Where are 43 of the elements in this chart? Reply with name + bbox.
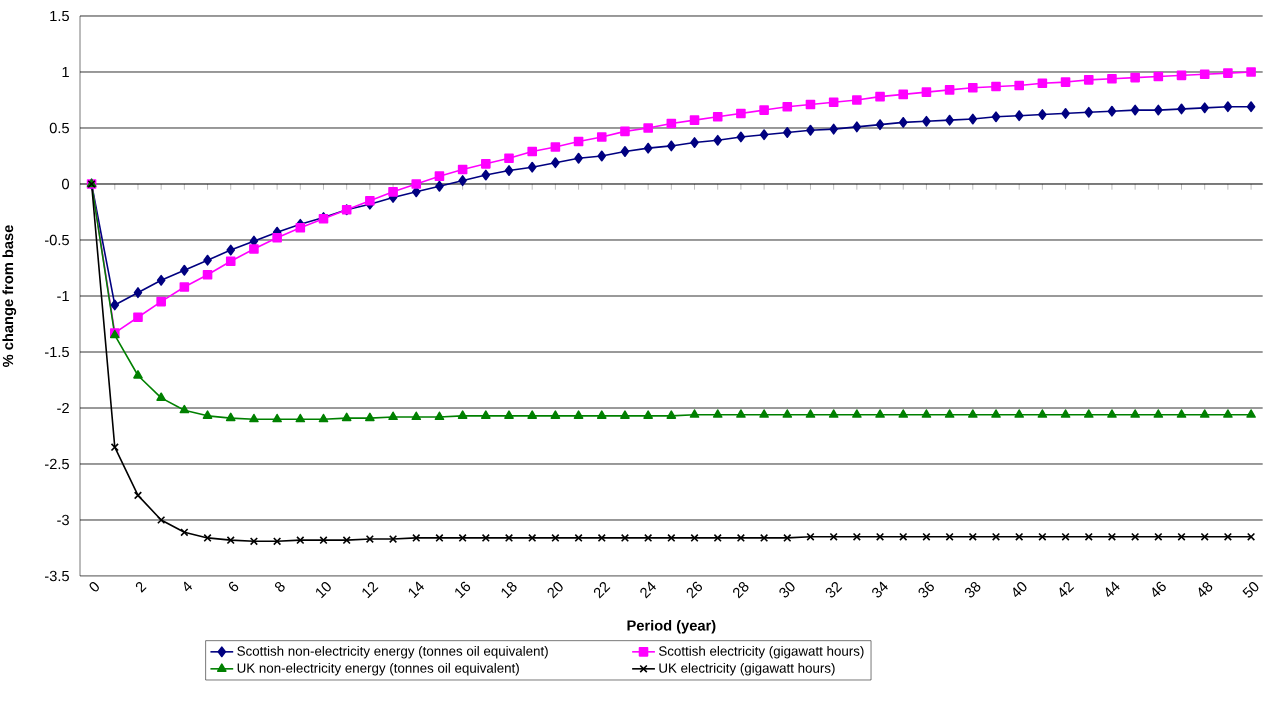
y-tick-label: -2 xyxy=(57,402,69,414)
x-tick-label: 20 xyxy=(547,582,563,599)
y-tick-label: -1.5 xyxy=(44,346,69,358)
x-tick-label: 14 xyxy=(408,581,424,599)
x-tick-label: 42 xyxy=(1059,581,1075,598)
y-tick-label: 1 xyxy=(62,66,69,78)
x-tick-label: 50 xyxy=(1242,582,1259,598)
x-tick-label: 38 xyxy=(964,581,981,598)
x-tick-label: 0 xyxy=(89,582,99,592)
x-tick-label: 10 xyxy=(316,582,331,599)
x-tick-label: 4 xyxy=(183,581,193,592)
x-tick-label: 18 xyxy=(501,581,517,599)
x-tick-label: 2 xyxy=(135,581,147,593)
y-tick-label: -3 xyxy=(57,514,69,526)
y-tick-label: 1.5 xyxy=(50,10,69,22)
x-tick-label: 12 xyxy=(362,581,379,599)
legend-label: UK non-electricity energy (tonnes oil equivalent) xyxy=(237,663,519,676)
y-tick-label: -0.5 xyxy=(44,234,69,246)
x-tick-label: 32 xyxy=(825,581,843,598)
x-tick-label: 16 xyxy=(455,581,471,599)
x-tick-label: 40 xyxy=(1013,582,1027,598)
x-tick-label: 46 xyxy=(1152,581,1166,598)
x-tick-label: 30 xyxy=(779,582,795,598)
legend-label: Scottish electricity (gigawatt hours) xyxy=(658,646,864,659)
y-axis-title: % change from base xyxy=(2,225,17,367)
x-tick-label: 6 xyxy=(228,581,239,592)
x-tick-label: 34 xyxy=(872,581,888,598)
legend-label: Scottish non-electricity energy (tonnes oil equivalent) xyxy=(237,646,548,659)
y-tick-label: -2.5 xyxy=(44,458,69,470)
x-tick-label: 26 xyxy=(686,581,703,599)
y-tick-label: 0 xyxy=(62,178,70,190)
y-tick-label: -1 xyxy=(57,290,69,302)
x-tick-label: 44 xyxy=(1105,581,1120,597)
legend-label: UK electricity (gigawatt hours) xyxy=(659,663,835,676)
y-tick-label: 0.5 xyxy=(49,122,69,134)
x-tick-label: 28 xyxy=(733,581,749,599)
x-tick-label: 22 xyxy=(593,581,611,599)
x-tick-label: 48 xyxy=(1198,581,1213,598)
x-tick-label: 24 xyxy=(640,581,656,599)
x-tick-label: 8 xyxy=(274,581,285,592)
x-axis-title: Period (year) xyxy=(627,619,716,634)
y-tick-label: -3.5 xyxy=(44,570,69,582)
x-tick-label: 36 xyxy=(918,581,934,598)
